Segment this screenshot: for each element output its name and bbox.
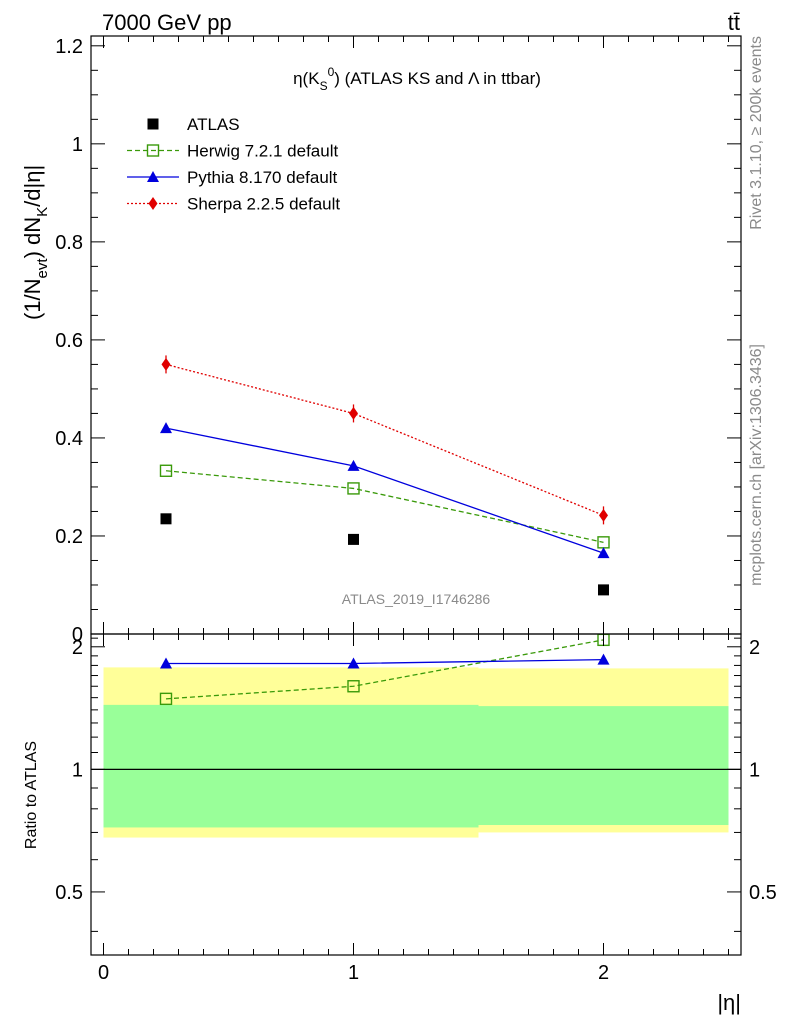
analysis-watermark: ATLAS_2019_I1746286 — [342, 591, 491, 607]
ratio-series-line-1 — [166, 658, 604, 665]
ratio-y-axis-label: Ratio to ATLAS — [23, 741, 40, 849]
ratio-ytick-label-right: 1 — [749, 759, 760, 781]
legend-marker-3 — [148, 197, 158, 210]
main-point-0-2 — [598, 584, 609, 596]
ratio-ytick-label: 2 — [72, 637, 83, 659]
header-energy-label: 7000 GeV pp — [102, 10, 232, 35]
main-title: η(KS0) (ATLAS KS and Λ in ttbar) — [293, 65, 541, 93]
main-series-line-2 — [165, 427, 604, 554]
ratio-point-0-0 — [159, 692, 173, 706]
main-series-line-3 — [165, 363, 604, 516]
ratio-band-green-1 — [228, 704, 479, 828]
ratio-xtick-label: 1 — [348, 962, 359, 984]
ratio-xtick-label: 0 — [98, 962, 109, 984]
main-point-0-0 — [160, 513, 172, 525]
ratio-point-2-0 — [162, 613, 171, 626]
ratio-band-green-2 — [478, 706, 729, 826]
main-point-2-1 — [347, 459, 360, 471]
main-point-2-0 — [160, 422, 172, 434]
mcplots-label: mcplots.cern.ch [arXiv:1306.3436] — [748, 344, 765, 586]
main-point-3-1 — [349, 406, 358, 420]
ratio-ytick-label: 0.5 — [55, 882, 83, 904]
ratio-point-0-1 — [347, 680, 360, 693]
main-ytick-label: 1.2 — [55, 36, 83, 58]
main-ytick-label: 1 — [72, 134, 83, 156]
main-point-0-1 — [348, 533, 359, 545]
main-series-line-1 — [165, 470, 604, 543]
rivet-label: Rivet 3.1.10, ≥ 200k events — [748, 36, 765, 230]
legend-marker-2 — [147, 171, 159, 182]
main-y-axis-label: (1/Nevt) dNK/d|η| — [20, 165, 51, 320]
ratio-xtick-label: 2 — [598, 962, 609, 984]
ratio-ytick-label: 1 — [72, 759, 83, 781]
x-axis-label: |η| — [717, 990, 741, 1015]
ratio-point-1-1 — [347, 657, 360, 669]
ratio-ytick-label-right: 0.5 — [749, 882, 777, 904]
ratio-point-1-2 — [597, 653, 610, 665]
legend-label-1: Herwig 7.2.1 default — [187, 142, 338, 161]
main-point-3-0 — [161, 357, 171, 371]
main-point-2-2 — [597, 547, 610, 559]
main-ytick-label: 0.6 — [55, 330, 83, 352]
legend-label-0: ATLAS — [187, 115, 240, 134]
main-ytick-label: 0.8 — [55, 232, 83, 254]
ratio-point-1-0 — [160, 657, 172, 669]
main-point-1-1 — [347, 482, 360, 495]
ratio-band-green-0 — [103, 704, 229, 828]
ratio-ytick-label-right: 2 — [749, 637, 760, 659]
main-point-3-2 — [599, 508, 608, 522]
main-ytick-label: 0.4 — [55, 428, 83, 450]
ratio-series-line-0 — [165, 639, 604, 700]
ratio-frame — [90, 633, 742, 956]
main-point-1-0 — [159, 464, 173, 477]
main-ytick-label: 0.2 — [55, 526, 83, 548]
main-ytick-label: 0 — [72, 624, 83, 646]
legend-label-2: Pythia 8.170 default — [187, 168, 338, 187]
legend-label-3: Sherpa 2.2.5 default — [187, 195, 340, 214]
legend-marker-0 — [147, 118, 159, 130]
header-process-label: tt̄ — [728, 10, 740, 35]
legend-marker-1 — [146, 144, 160, 157]
